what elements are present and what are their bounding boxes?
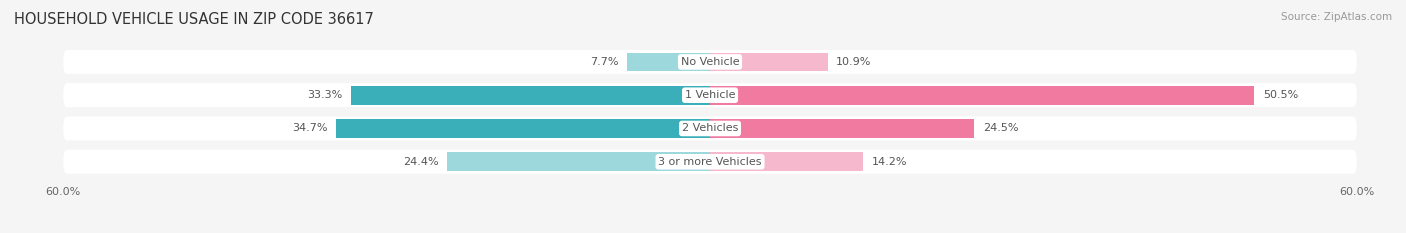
FancyBboxPatch shape xyxy=(63,83,1357,107)
FancyBboxPatch shape xyxy=(63,150,1357,174)
Bar xyxy=(627,53,710,71)
Text: 2 Vehicles: 2 Vehicles xyxy=(682,123,738,134)
Bar xyxy=(710,152,863,171)
Bar xyxy=(710,119,974,138)
Text: 14.2%: 14.2% xyxy=(872,157,907,167)
Bar xyxy=(447,152,710,171)
Text: 10.9%: 10.9% xyxy=(837,57,872,67)
Text: 34.7%: 34.7% xyxy=(292,123,328,134)
Text: 50.5%: 50.5% xyxy=(1263,90,1298,100)
Text: 24.4%: 24.4% xyxy=(402,157,439,167)
Bar xyxy=(710,53,828,71)
Text: No Vehicle: No Vehicle xyxy=(681,57,740,67)
Text: 7.7%: 7.7% xyxy=(591,57,619,67)
Text: 3 or more Vehicles: 3 or more Vehicles xyxy=(658,157,762,167)
Text: Source: ZipAtlas.com: Source: ZipAtlas.com xyxy=(1281,12,1392,22)
Text: HOUSEHOLD VEHICLE USAGE IN ZIP CODE 36617: HOUSEHOLD VEHICLE USAGE IN ZIP CODE 3661… xyxy=(14,12,374,27)
FancyBboxPatch shape xyxy=(63,116,1357,140)
Text: 1 Vehicle: 1 Vehicle xyxy=(685,90,735,100)
Text: 33.3%: 33.3% xyxy=(307,90,343,100)
Text: 24.5%: 24.5% xyxy=(983,123,1018,134)
Bar xyxy=(710,86,1254,105)
FancyBboxPatch shape xyxy=(63,50,1357,74)
Bar xyxy=(336,119,710,138)
Bar xyxy=(352,86,710,105)
